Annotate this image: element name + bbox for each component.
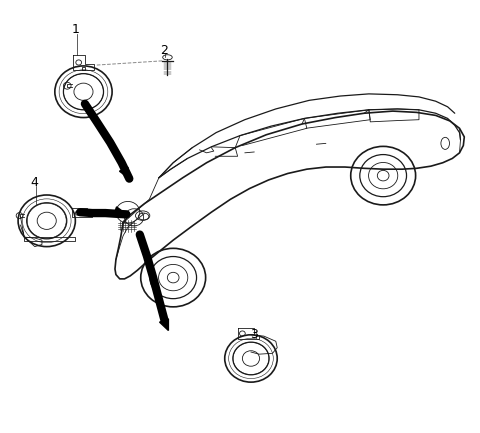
- Polygon shape: [114, 207, 126, 215]
- Polygon shape: [120, 167, 129, 179]
- Polygon shape: [159, 319, 168, 330]
- Text: 2: 2: [160, 44, 168, 57]
- Text: 1: 1: [72, 23, 79, 36]
- Text: 3: 3: [251, 328, 258, 341]
- Text: 4: 4: [31, 176, 39, 189]
